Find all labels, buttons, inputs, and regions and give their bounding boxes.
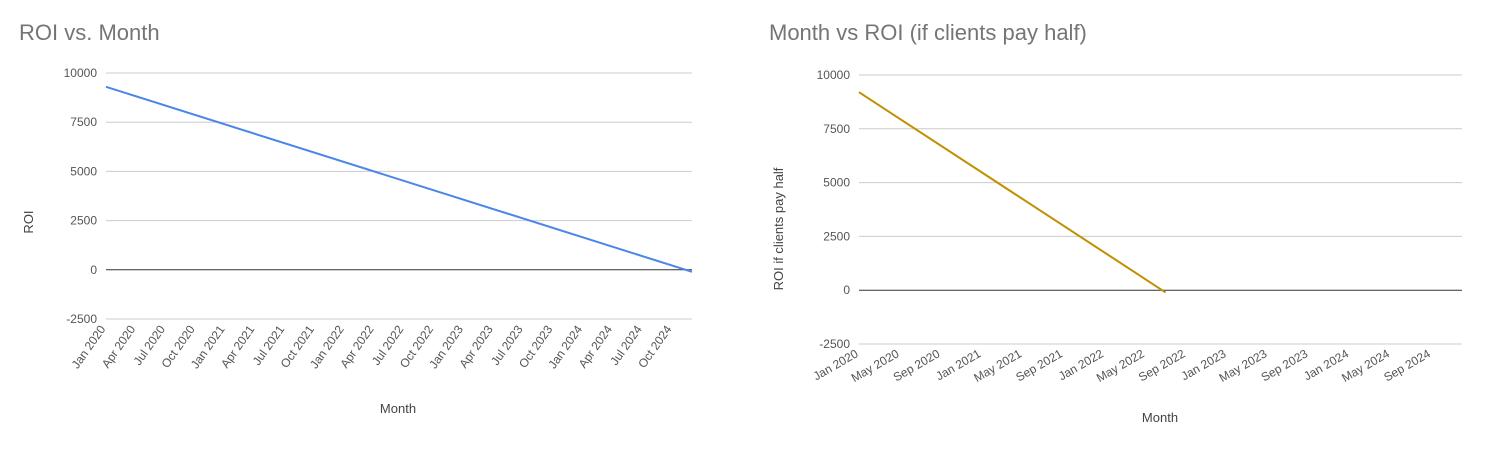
- chart-roi-vs-month: ROI vs. Month -2500 0 2500 5000 7500 10000 Jan…: [0, 0, 740, 450]
- y-axis-label: ROI if clients pay half: [771, 167, 786, 290]
- chart-title: ROI vs. Month: [19, 20, 160, 45]
- y-tick-label: 2500: [823, 229, 850, 243]
- y-tick-label: 5000: [823, 176, 850, 190]
- y-tick-label: -2500: [819, 337, 850, 351]
- y-tick-label: 7500: [70, 115, 97, 129]
- x-axis-label: Month: [380, 401, 416, 416]
- y-tick-label: 0: [90, 263, 97, 277]
- x-axis-label: Month: [1142, 410, 1178, 425]
- y-tick-label: 5000: [70, 164, 97, 178]
- x-tick-label: Sep 2023: [1259, 346, 1311, 384]
- y-tick-label: 10000: [64, 66, 98, 80]
- x-tick-label: Sep 2020: [891, 346, 943, 384]
- series-line: [858, 91, 1167, 294]
- y-tick-label: 2500: [70, 214, 97, 228]
- y-tick-label: -2500: [66, 312, 97, 326]
- y-axis-label: ROI: [21, 210, 36, 233]
- chart-title: Month vs ROI (if clients pay half): [769, 20, 1087, 45]
- series-line: [105, 85, 693, 273]
- y-tick-label: 10000: [817, 68, 851, 82]
- x-tick-label: Sep 2022: [1136, 346, 1188, 384]
- chart-roi-if-clients-pay-half: Month vs ROI (if clients pay half) -2500…: [748, 0, 1496, 450]
- x-tick-label: Sep 2024: [1381, 346, 1433, 384]
- y-tick-label: 7500: [823, 122, 850, 136]
- x-tick-label: Sep 2021: [1013, 346, 1065, 384]
- y-tick-label: 0: [843, 283, 850, 297]
